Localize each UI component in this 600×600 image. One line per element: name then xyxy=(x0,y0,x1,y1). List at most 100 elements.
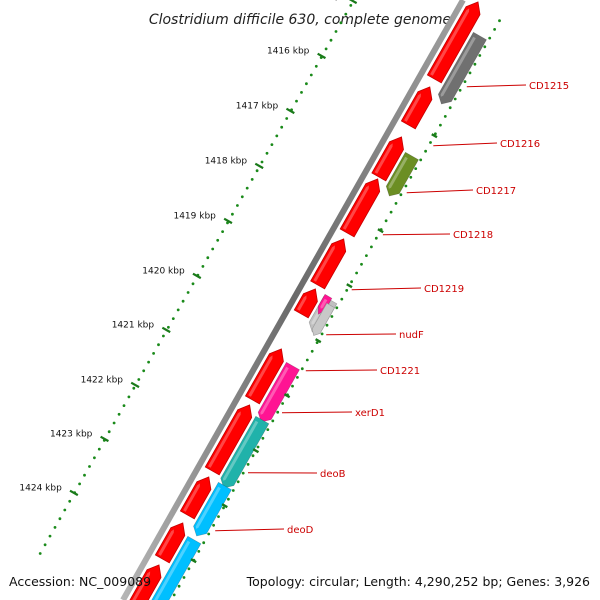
gene-label-CD1218: CD1218 xyxy=(453,230,493,241)
ruler-dot xyxy=(137,378,141,381)
ruler-tick-label: 1421 kbp xyxy=(112,321,155,331)
gene-label-deoD: deoD xyxy=(287,525,314,536)
inner-dot xyxy=(468,71,472,75)
ruler-tick xyxy=(69,489,79,497)
forward-cds-arrow xyxy=(179,476,212,520)
ruler-dot xyxy=(176,308,180,312)
inner-tick xyxy=(346,283,353,289)
inner-dot xyxy=(207,532,211,536)
reverse-feature-highlight xyxy=(388,156,408,189)
reverse-strand-features xyxy=(151,31,487,600)
reverse-feature-CD1217 xyxy=(385,151,419,197)
inner-dot xyxy=(241,471,245,475)
ruler-dot xyxy=(309,73,313,77)
ruler-dot xyxy=(211,247,215,251)
inner-tick xyxy=(221,503,228,509)
ruler-dot xyxy=(300,91,303,94)
ruler-tick-label: 1422 kbp xyxy=(81,376,124,386)
forward-cds-highlight xyxy=(374,143,393,174)
forward-cds-highlight xyxy=(430,8,470,76)
ruler-dot xyxy=(63,508,67,512)
gene-label-deoB: deoB xyxy=(320,469,346,480)
inner-tick xyxy=(252,448,260,454)
forward-cds-highlight xyxy=(313,245,335,282)
ruler-dot xyxy=(68,499,72,503)
gene-label-leader xyxy=(326,333,397,336)
ruler-dot xyxy=(265,151,269,155)
inner-dot xyxy=(473,62,477,66)
forward-cds-arrow xyxy=(426,1,481,84)
inner-dot xyxy=(424,149,427,153)
ruler-dot xyxy=(181,299,185,303)
inner-dot xyxy=(217,515,220,518)
gene-label-leader xyxy=(215,528,285,532)
ruler-dot xyxy=(147,360,151,364)
ruler-dot xyxy=(231,212,234,216)
inner-dot xyxy=(360,262,363,266)
ruler-dot xyxy=(344,12,348,16)
ruler-dot xyxy=(162,334,165,338)
inner-dot xyxy=(330,315,334,318)
ruler-dot xyxy=(250,178,254,181)
ruler-dot xyxy=(53,526,57,529)
ruler-tick xyxy=(100,435,109,443)
reverse-feature-highlight xyxy=(154,540,191,600)
gene-label-leader xyxy=(406,189,474,194)
inner-dot xyxy=(493,28,496,31)
ruler-tick xyxy=(285,107,295,115)
reverse-feature-deoB xyxy=(220,415,270,489)
ruler-dot xyxy=(240,195,244,199)
ruler-dot xyxy=(314,64,318,68)
inner-dot xyxy=(256,445,260,449)
genome-summary-text: Topology: circular; Length: 4,290,252 bp… xyxy=(246,574,590,589)
ruler-dot xyxy=(295,99,298,103)
forward-cds-arrow xyxy=(339,178,381,238)
ruler-dot xyxy=(171,317,175,320)
reverse-feature-highlight xyxy=(440,36,476,97)
ruler-tick-label: 1424 kbp xyxy=(19,484,62,494)
accession-text: Accession: NC_009089 xyxy=(9,574,151,589)
inner-dot xyxy=(443,115,447,118)
gene-label-CD1216: CD1216 xyxy=(500,139,540,150)
inner-dot xyxy=(365,254,368,257)
inner-tick xyxy=(190,558,197,564)
inner-dot xyxy=(187,567,191,571)
inner-dot xyxy=(453,97,457,101)
inner-dot xyxy=(222,506,225,510)
inner-dot xyxy=(291,384,294,388)
gene-label-CD1221: CD1221 xyxy=(380,366,420,377)
gene-label-leader xyxy=(433,142,498,147)
ruler-dot xyxy=(97,447,101,451)
ruler-dot xyxy=(132,386,136,390)
inner-dot xyxy=(276,410,280,414)
inner-dot xyxy=(300,367,304,371)
inner-dot xyxy=(478,54,482,57)
inner-dot xyxy=(463,80,467,83)
inner-dot xyxy=(246,463,250,466)
ruler-dot xyxy=(201,265,205,268)
inner-dot xyxy=(374,236,378,240)
inner-dot xyxy=(350,280,353,284)
forward-strand-features xyxy=(129,1,481,600)
inner-dot xyxy=(251,454,255,458)
ruler-dot xyxy=(83,473,86,477)
forward-cds-highlight xyxy=(158,529,174,556)
inner-dot xyxy=(310,349,314,353)
inner-dot xyxy=(483,45,487,49)
ruler-dot xyxy=(78,482,81,486)
forward-cds-highlight xyxy=(297,295,307,311)
reverse-feature-highlight xyxy=(223,420,259,481)
ruler-dotted-line xyxy=(38,4,353,555)
inner-dot xyxy=(448,106,452,110)
inner-dot xyxy=(340,297,344,301)
inner-dot xyxy=(414,167,418,171)
inner-dot xyxy=(355,271,358,275)
inner-dot xyxy=(345,289,349,292)
inner-tick xyxy=(431,133,438,139)
ruler-dot xyxy=(43,543,47,547)
inner-dot xyxy=(458,88,462,92)
inner-dot xyxy=(315,341,319,344)
reverse-feature-highlight xyxy=(320,298,328,309)
inner-dot xyxy=(498,19,501,23)
forward-cds-highlight xyxy=(132,571,151,600)
